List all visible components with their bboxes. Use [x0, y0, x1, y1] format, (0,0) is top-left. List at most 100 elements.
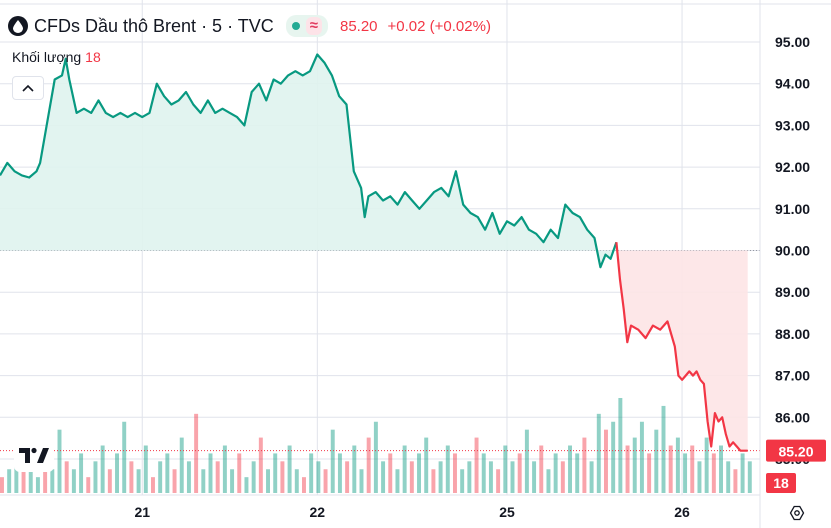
y-tick-label: 88.00 — [775, 326, 810, 342]
volume-bar — [589, 461, 594, 493]
y-tick-label: 92.00 — [775, 159, 810, 175]
volume-bar — [35, 477, 40, 493]
collapse-legend-button[interactable] — [12, 76, 44, 100]
x-tick-label: 26 — [674, 504, 690, 520]
symbol-drop-icon — [8, 16, 28, 36]
volume-bar — [158, 461, 163, 493]
up-area-fill — [0, 54, 617, 268]
volume-bar — [424, 437, 429, 493]
y-tick-label: 95.00 — [775, 34, 810, 50]
volume-bar — [337, 453, 342, 493]
volume-bar — [172, 469, 177, 493]
volume-bar — [309, 453, 314, 493]
last-price-label: 85.20 — [778, 444, 813, 460]
volume-bar — [704, 437, 709, 493]
y-tick-label: 91.00 — [775, 201, 810, 217]
y-tick-label: 90.00 — [775, 243, 810, 259]
volume-bar — [373, 421, 378, 493]
volume-bar — [237, 453, 242, 493]
y-tick-label: 86.00 — [775, 409, 810, 425]
y-tick-label: 94.00 — [775, 76, 810, 92]
volume-bar — [381, 461, 386, 493]
market-status[interactable]: ≈ — [285, 15, 328, 37]
price-line-up — [0, 53, 618, 269]
down-area-fill — [616, 242, 748, 451]
volume-bar — [179, 437, 184, 493]
volume-bar — [697, 461, 702, 493]
volume-bar — [568, 445, 573, 493]
volume-bar — [266, 469, 271, 493]
volume-bar — [496, 469, 501, 493]
volume-bar — [747, 461, 752, 493]
volume-bar — [136, 469, 141, 493]
volume-bar — [453, 453, 457, 493]
price-area — [0, 54, 748, 451]
volume-bar — [733, 469, 738, 493]
x-tick-label: 25 — [499, 504, 515, 520]
volume-legend[interactable]: Khối lượng 18 — [12, 49, 101, 65]
volume-bar — [402, 445, 407, 493]
y-tick-label: 89.00 — [775, 284, 810, 300]
volume-bar — [467, 461, 472, 493]
volume-bar — [366, 437, 371, 493]
volume-bar — [438, 461, 443, 493]
volume-bar — [661, 405, 666, 493]
volume-bar — [201, 469, 206, 493]
wave-icon: ≈ — [305, 17, 322, 35]
volume-bar — [726, 461, 731, 493]
volume-bar — [395, 469, 400, 493]
volume-bar — [208, 453, 213, 493]
volume-bar — [21, 469, 26, 493]
volume-bar — [445, 445, 450, 493]
volume-bar — [330, 429, 335, 493]
volume-bar — [546, 469, 551, 493]
volume-bar — [287, 445, 292, 493]
volume-bar — [596, 413, 601, 493]
volume-bar — [165, 453, 170, 493]
volume-bar — [539, 445, 544, 493]
volume-bar — [7, 469, 12, 493]
price-line-down — [615, 242, 748, 452]
settings-button[interactable] — [786, 502, 808, 524]
price-change: +0.02 (+0.02%) — [387, 17, 491, 35]
volume-tag-label: 18 — [773, 475, 789, 491]
volume-bar — [302, 477, 306, 493]
volume-bar — [431, 469, 436, 493]
volume-bar — [683, 453, 688, 493]
volume-bar — [316, 461, 321, 493]
volume-bar — [28, 461, 33, 493]
volume-bar — [345, 461, 350, 493]
volume-bar — [107, 469, 112, 493]
volume-bar — [575, 453, 580, 493]
volume-bar — [294, 469, 299, 493]
volume-bar — [79, 453, 84, 493]
volume-tag — [766, 473, 796, 493]
volume-bar — [258, 437, 263, 493]
volume-bar — [244, 477, 249, 493]
volume-bar — [611, 421, 616, 493]
volume-bar — [143, 445, 148, 493]
volume-bar — [618, 398, 623, 493]
volume-bar — [71, 469, 76, 493]
volume-bar — [14, 453, 19, 493]
volume-bar — [86, 477, 91, 493]
symbol-title[interactable]: CFDs Dầu thô Brent · 5 · TVC — [34, 15, 274, 36]
volume-label: Khối lượng — [12, 49, 82, 65]
volume-bar — [359, 469, 364, 493]
volume-bar — [675, 437, 680, 493]
volume-bar — [503, 445, 508, 493]
volume-bar — [100, 445, 105, 493]
volume-bar — [273, 453, 278, 493]
volume-bar — [151, 477, 155, 493]
volume-bar — [251, 461, 256, 493]
tradingview-logo-icon[interactable] — [14, 438, 54, 472]
last-price-tag — [766, 439, 826, 462]
volume-bar — [488, 461, 493, 493]
volume-bar — [186, 461, 191, 493]
last-price: 85.20 — [339, 17, 378, 35]
price-lines — [0, 53, 760, 452]
x-tick-label: 21 — [134, 504, 150, 520]
volume-bar — [719, 445, 724, 493]
volume-bar — [604, 429, 608, 493]
